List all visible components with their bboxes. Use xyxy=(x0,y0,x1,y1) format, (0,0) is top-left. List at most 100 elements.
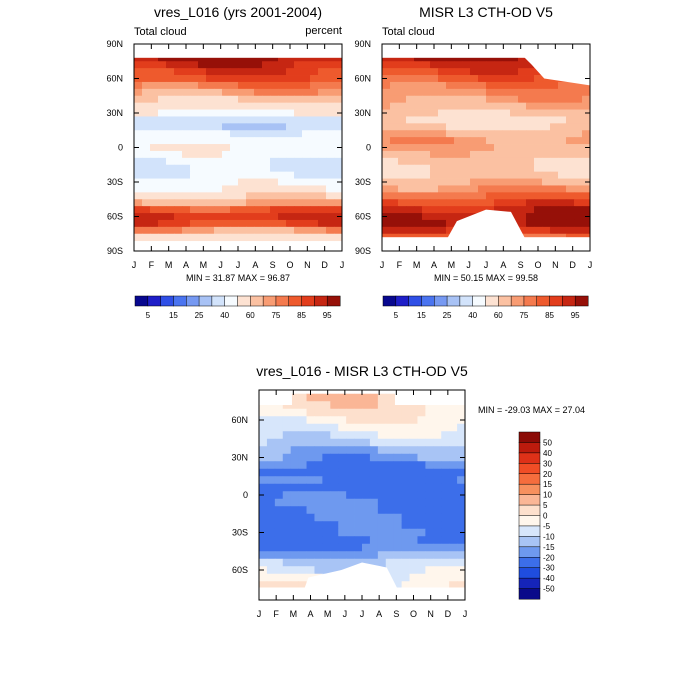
contour-cell xyxy=(526,157,535,166)
contour-cell xyxy=(417,573,426,582)
contour-cell xyxy=(390,144,399,152)
contour-cell xyxy=(406,157,415,166)
contour-cell xyxy=(266,483,276,492)
contour-cell xyxy=(390,185,399,193)
contour-cell xyxy=(302,171,311,179)
contour-cell xyxy=(417,536,426,545)
contour-cell xyxy=(441,453,450,462)
contour-cell xyxy=(438,61,447,69)
contour-cell xyxy=(393,566,403,575)
contour-cell xyxy=(262,150,271,159)
contour-cell xyxy=(382,185,391,193)
contour-cell xyxy=(222,206,231,214)
contour-cell xyxy=(385,483,395,492)
contour-cell xyxy=(246,61,255,69)
colorbar-swatch xyxy=(518,557,541,569)
contour-cell xyxy=(462,102,471,110)
contour-cell xyxy=(334,68,343,76)
contour-cell xyxy=(270,109,279,117)
contour-cell xyxy=(334,233,343,242)
contour-cell xyxy=(174,213,183,221)
contour-cell xyxy=(326,206,335,214)
contour-cell xyxy=(134,88,143,97)
colorbar-swatch xyxy=(173,295,187,307)
contour-cell xyxy=(422,109,431,117)
contour-cell xyxy=(486,144,495,152)
contour-cell xyxy=(401,438,410,447)
contour-cell xyxy=(230,75,239,83)
contour-cell xyxy=(454,75,463,83)
contour-cell xyxy=(174,95,183,104)
contour-cell xyxy=(382,199,391,207)
contour-cell xyxy=(354,468,363,477)
contour-cell xyxy=(306,528,315,537)
contour-cell xyxy=(278,137,287,145)
contour-cell xyxy=(214,123,223,131)
colorbar-swatch xyxy=(134,295,149,307)
contour-cell xyxy=(430,75,439,83)
colorbar-swatch xyxy=(549,295,563,307)
contour-cell xyxy=(422,102,431,110)
contour-cell xyxy=(230,171,239,179)
contour-cell xyxy=(282,506,292,515)
contour-cell xyxy=(198,81,207,90)
contour-cell xyxy=(417,468,426,477)
contour-cell xyxy=(274,446,284,455)
contour-cell xyxy=(441,543,450,552)
contour-cell xyxy=(494,81,503,90)
contour-cell xyxy=(406,61,415,69)
contour-cell xyxy=(438,130,447,138)
contour-cell xyxy=(259,468,268,477)
contour-cell xyxy=(190,109,199,117)
contour-cell xyxy=(414,199,423,207)
contour-cell xyxy=(502,137,511,145)
contour-cell xyxy=(318,233,327,242)
contour-cell xyxy=(302,75,311,83)
contour-cell xyxy=(310,68,319,76)
contour-cell xyxy=(262,116,271,124)
contour-cell xyxy=(278,178,287,186)
contour-cell xyxy=(446,88,455,97)
contour-cell xyxy=(470,54,479,62)
contour-cell xyxy=(446,178,455,186)
contour-cell xyxy=(318,157,327,166)
colorbar-label: -40 xyxy=(543,574,555,583)
contour-cell xyxy=(158,233,167,242)
contour-cell xyxy=(262,226,271,235)
contour-cell xyxy=(377,483,387,492)
contour-cell xyxy=(246,95,255,104)
contour-cell xyxy=(150,137,159,145)
contour-cell xyxy=(518,213,527,221)
contour-cell xyxy=(457,498,466,507)
contour-cell xyxy=(422,157,431,166)
contour-cell xyxy=(502,185,511,193)
contour-cell xyxy=(470,164,479,173)
contour-cell xyxy=(478,102,487,110)
contour-cell xyxy=(206,150,215,159)
contour-cell xyxy=(182,164,191,173)
contour-cell xyxy=(158,199,167,207)
contour-cell xyxy=(282,483,292,492)
contour-cell xyxy=(294,68,303,76)
contour-cell xyxy=(286,157,295,166)
contour-cell xyxy=(290,551,300,560)
contour-cell xyxy=(534,192,543,200)
contour-cell xyxy=(502,61,511,69)
contour-cell xyxy=(230,95,239,104)
contour-cell xyxy=(401,581,410,590)
contour-cell xyxy=(518,157,527,166)
contour-cell xyxy=(510,88,519,97)
contour-cell xyxy=(534,199,543,207)
contour-cell xyxy=(454,213,463,221)
contour-cell xyxy=(398,54,407,62)
contour-cell xyxy=(526,61,535,69)
contour-cell xyxy=(286,213,295,221)
contour-cell xyxy=(306,483,315,492)
contour-cell xyxy=(398,68,407,76)
contour-cell xyxy=(430,54,439,62)
contour-cell xyxy=(462,178,471,186)
contour-cell xyxy=(182,171,191,179)
contour-cell xyxy=(286,233,295,242)
contour-cell xyxy=(406,213,415,221)
contour-cell xyxy=(390,150,399,159)
